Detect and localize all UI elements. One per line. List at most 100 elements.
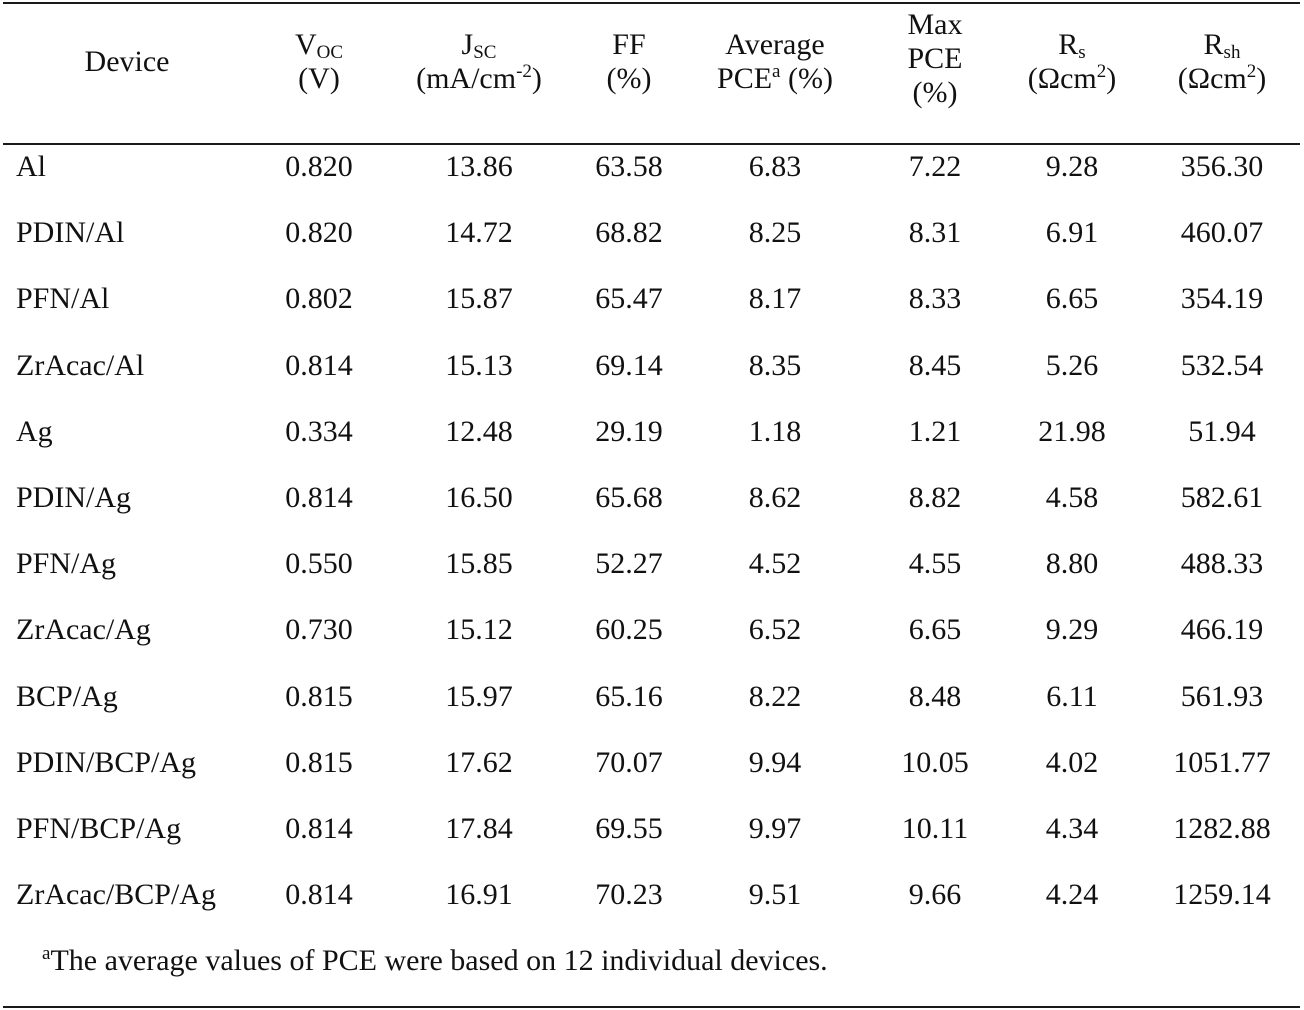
cell-jsc: 17.84 xyxy=(445,812,513,845)
cell-voc: 0.550 xyxy=(285,547,353,580)
cell-average-pce: 8.22 xyxy=(748,680,802,713)
cell-voc: 0.814 xyxy=(285,481,353,514)
cell-device: PDIN/Al xyxy=(16,216,125,249)
header-ff: FF (%) xyxy=(606,28,652,95)
cell-voc: 0.820 xyxy=(285,216,353,249)
cell-voc: 0.802 xyxy=(285,282,353,315)
cell-voc: 0.815 xyxy=(285,746,353,779)
cell-rs: 4.24 xyxy=(1045,878,1099,911)
cell-average-pce: 4.52 xyxy=(748,547,802,580)
header-device: Device xyxy=(84,45,170,78)
cell-device: PFN/Al xyxy=(16,282,110,315)
cell-rs: 5.26 xyxy=(1045,349,1099,382)
cell-average-pce: 8.17 xyxy=(748,282,802,315)
cell-voc: 0.814 xyxy=(285,812,353,845)
cell-ff: 60.25 xyxy=(595,613,663,646)
cell-rsh: 356.30 xyxy=(1180,150,1264,183)
cell-jsc: 15.97 xyxy=(445,680,513,713)
cell-voc: 0.814 xyxy=(285,878,353,911)
cell-max-pce: 10.05 xyxy=(901,746,969,779)
cell-device: PDIN/BCP/Ag xyxy=(16,746,197,779)
cell-voc: 0.820 xyxy=(285,150,353,183)
cell-rsh: 582.61 xyxy=(1180,481,1264,514)
cell-device: ZrAcac/BCP/Ag xyxy=(16,878,216,911)
cell-average-pce: 6.52 xyxy=(748,613,802,646)
cell-average-pce: 6.83 xyxy=(748,150,802,183)
table-bottom-rule xyxy=(3,1006,1300,1008)
cell-ff: 68.82 xyxy=(595,216,663,249)
cell-max-pce: 8.48 xyxy=(908,680,962,713)
cell-ff: 65.68 xyxy=(595,481,663,514)
cell-rsh: 354.19 xyxy=(1180,282,1264,315)
cell-max-pce: 8.31 xyxy=(908,216,962,249)
cell-average-pce: 9.94 xyxy=(748,746,802,779)
cell-rs: 6.91 xyxy=(1045,216,1099,249)
table-top-rule xyxy=(3,2,1300,4)
header-max-pce: Max PCE (%) xyxy=(907,8,963,109)
cell-device: PFN/BCP/Ag xyxy=(16,812,182,845)
cell-ff: 63.58 xyxy=(595,150,663,183)
cell-max-pce: 1.21 xyxy=(908,415,962,448)
header-average-pce: Average PCEa (%) xyxy=(717,28,833,95)
header-rsh: Rsh (Ωcm2) xyxy=(1177,28,1267,95)
cell-rsh: 460.07 xyxy=(1180,216,1264,249)
cell-device: BCP/Ag xyxy=(16,680,118,713)
cell-jsc: 16.50 xyxy=(445,481,513,514)
table-footnote: aThe average values of PCE were based on… xyxy=(42,943,828,977)
cell-rsh: 561.93 xyxy=(1180,680,1264,713)
cell-device: Ag xyxy=(16,415,53,448)
cell-rs: 9.29 xyxy=(1045,613,1099,646)
cell-ff: 70.07 xyxy=(595,746,663,779)
cell-jsc: 12.48 xyxy=(445,415,513,448)
cell-ff: 65.47 xyxy=(595,282,663,315)
cell-voc: 0.334 xyxy=(285,415,353,448)
cell-voc: 0.814 xyxy=(285,349,353,382)
header-separator-rule xyxy=(3,143,1300,145)
cell-rsh: 532.54 xyxy=(1180,349,1264,382)
cell-rs: 8.80 xyxy=(1045,547,1099,580)
cell-max-pce: 8.33 xyxy=(908,282,962,315)
cell-rsh: 1259.14 xyxy=(1173,878,1271,911)
cell-rsh: 466.19 xyxy=(1180,613,1264,646)
header-voc: VOC (V) xyxy=(294,28,344,95)
cell-rs: 4.58 xyxy=(1045,481,1099,514)
cell-ff: 69.55 xyxy=(595,812,663,845)
cell-average-pce: 9.51 xyxy=(748,878,802,911)
cell-average-pce: 1.18 xyxy=(748,415,802,448)
cell-rs: 21.98 xyxy=(1038,415,1106,448)
cell-ff: 52.27 xyxy=(595,547,663,580)
cell-rs: 4.34 xyxy=(1045,812,1099,845)
cell-rs: 9.28 xyxy=(1045,150,1099,183)
cell-device: PDIN/Ag xyxy=(16,481,132,514)
cell-average-pce: 8.62 xyxy=(748,481,802,514)
cell-device: PFN/Ag xyxy=(16,547,117,580)
cell-rsh: 1282.88 xyxy=(1173,812,1271,845)
cell-voc: 0.730 xyxy=(285,613,353,646)
header-jsc: JSC (mA/cm-2) xyxy=(416,28,542,95)
cell-max-pce: 6.65 xyxy=(908,613,962,646)
cell-max-pce: 10.11 xyxy=(901,812,969,845)
cell-rs: 6.11 xyxy=(1046,680,1098,713)
cell-jsc: 16.91 xyxy=(445,878,513,911)
cell-jsc: 15.12 xyxy=(445,613,513,646)
cell-ff: 65.16 xyxy=(595,680,663,713)
cell-device: ZrAcac/Al xyxy=(16,349,145,382)
cell-jsc: 15.13 xyxy=(445,349,513,382)
cell-jsc: 15.85 xyxy=(445,547,513,580)
cell-device: Al xyxy=(16,150,46,183)
cell-device: ZrAcac/Ag xyxy=(16,613,151,646)
cell-max-pce: 7.22 xyxy=(908,150,962,183)
cell-ff: 70.23 xyxy=(595,878,663,911)
cell-max-pce: 8.45 xyxy=(908,349,962,382)
cell-max-pce: 9.66 xyxy=(908,878,962,911)
cell-average-pce: 8.25 xyxy=(748,216,802,249)
cell-rsh: 51.94 xyxy=(1188,415,1256,448)
cell-rsh: 488.33 xyxy=(1180,547,1264,580)
cell-jsc: 17.62 xyxy=(445,746,513,779)
cell-ff: 69.14 xyxy=(595,349,663,382)
cell-jsc: 15.87 xyxy=(445,282,513,315)
cell-voc: 0.815 xyxy=(285,680,353,713)
cell-jsc: 13.86 xyxy=(445,150,513,183)
cell-rs: 6.65 xyxy=(1045,282,1099,315)
cell-average-pce: 9.97 xyxy=(748,812,802,845)
